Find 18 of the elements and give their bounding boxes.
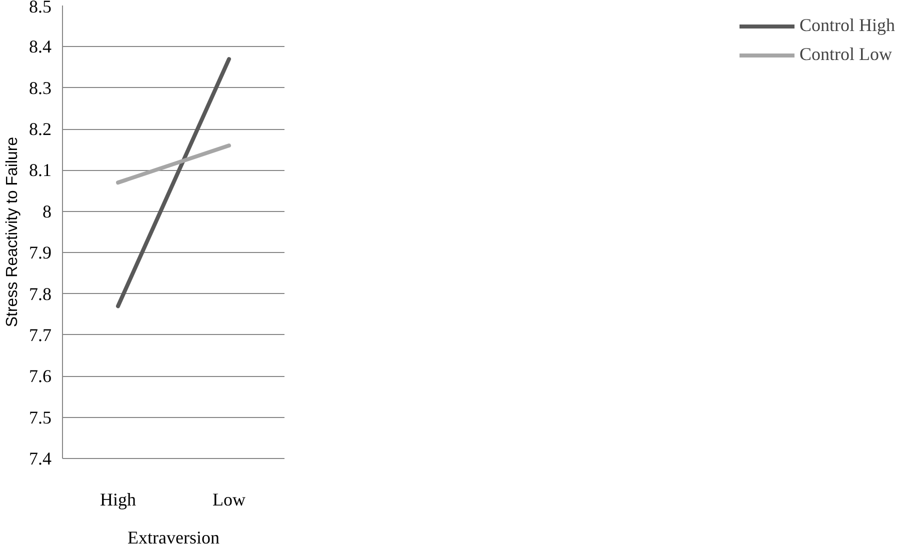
- y-tick-label: 8.3: [29, 78, 52, 98]
- y-tick-label: 8.5: [29, 0, 52, 16]
- y-tick-label: 7.7: [29, 324, 52, 345]
- y-tick-label: 7.6: [29, 366, 52, 386]
- y-tick-label: 7.4: [29, 448, 52, 468]
- y-tick-label: 8.2: [29, 119, 52, 140]
- x-tick-label: High: [100, 490, 136, 510]
- y-tick-label: 8: [42, 201, 52, 222]
- y-axis-title: Stress Reactivity to Failure: [4, 136, 21, 328]
- y-tick-label: 7.5: [29, 407, 52, 428]
- y-tick-label: 8.1: [29, 160, 52, 180]
- y-tick-label: 7.8: [29, 284, 52, 304]
- y-tick-label: 8.4: [29, 36, 52, 57]
- y-tick-label: 7.9: [29, 242, 52, 263]
- x-axis-title: Extraversion: [128, 528, 220, 548]
- x-tick-label: Low: [212, 490, 246, 510]
- legend-label: Control Low: [799, 44, 892, 65]
- legend-label: Control High: [799, 15, 895, 36]
